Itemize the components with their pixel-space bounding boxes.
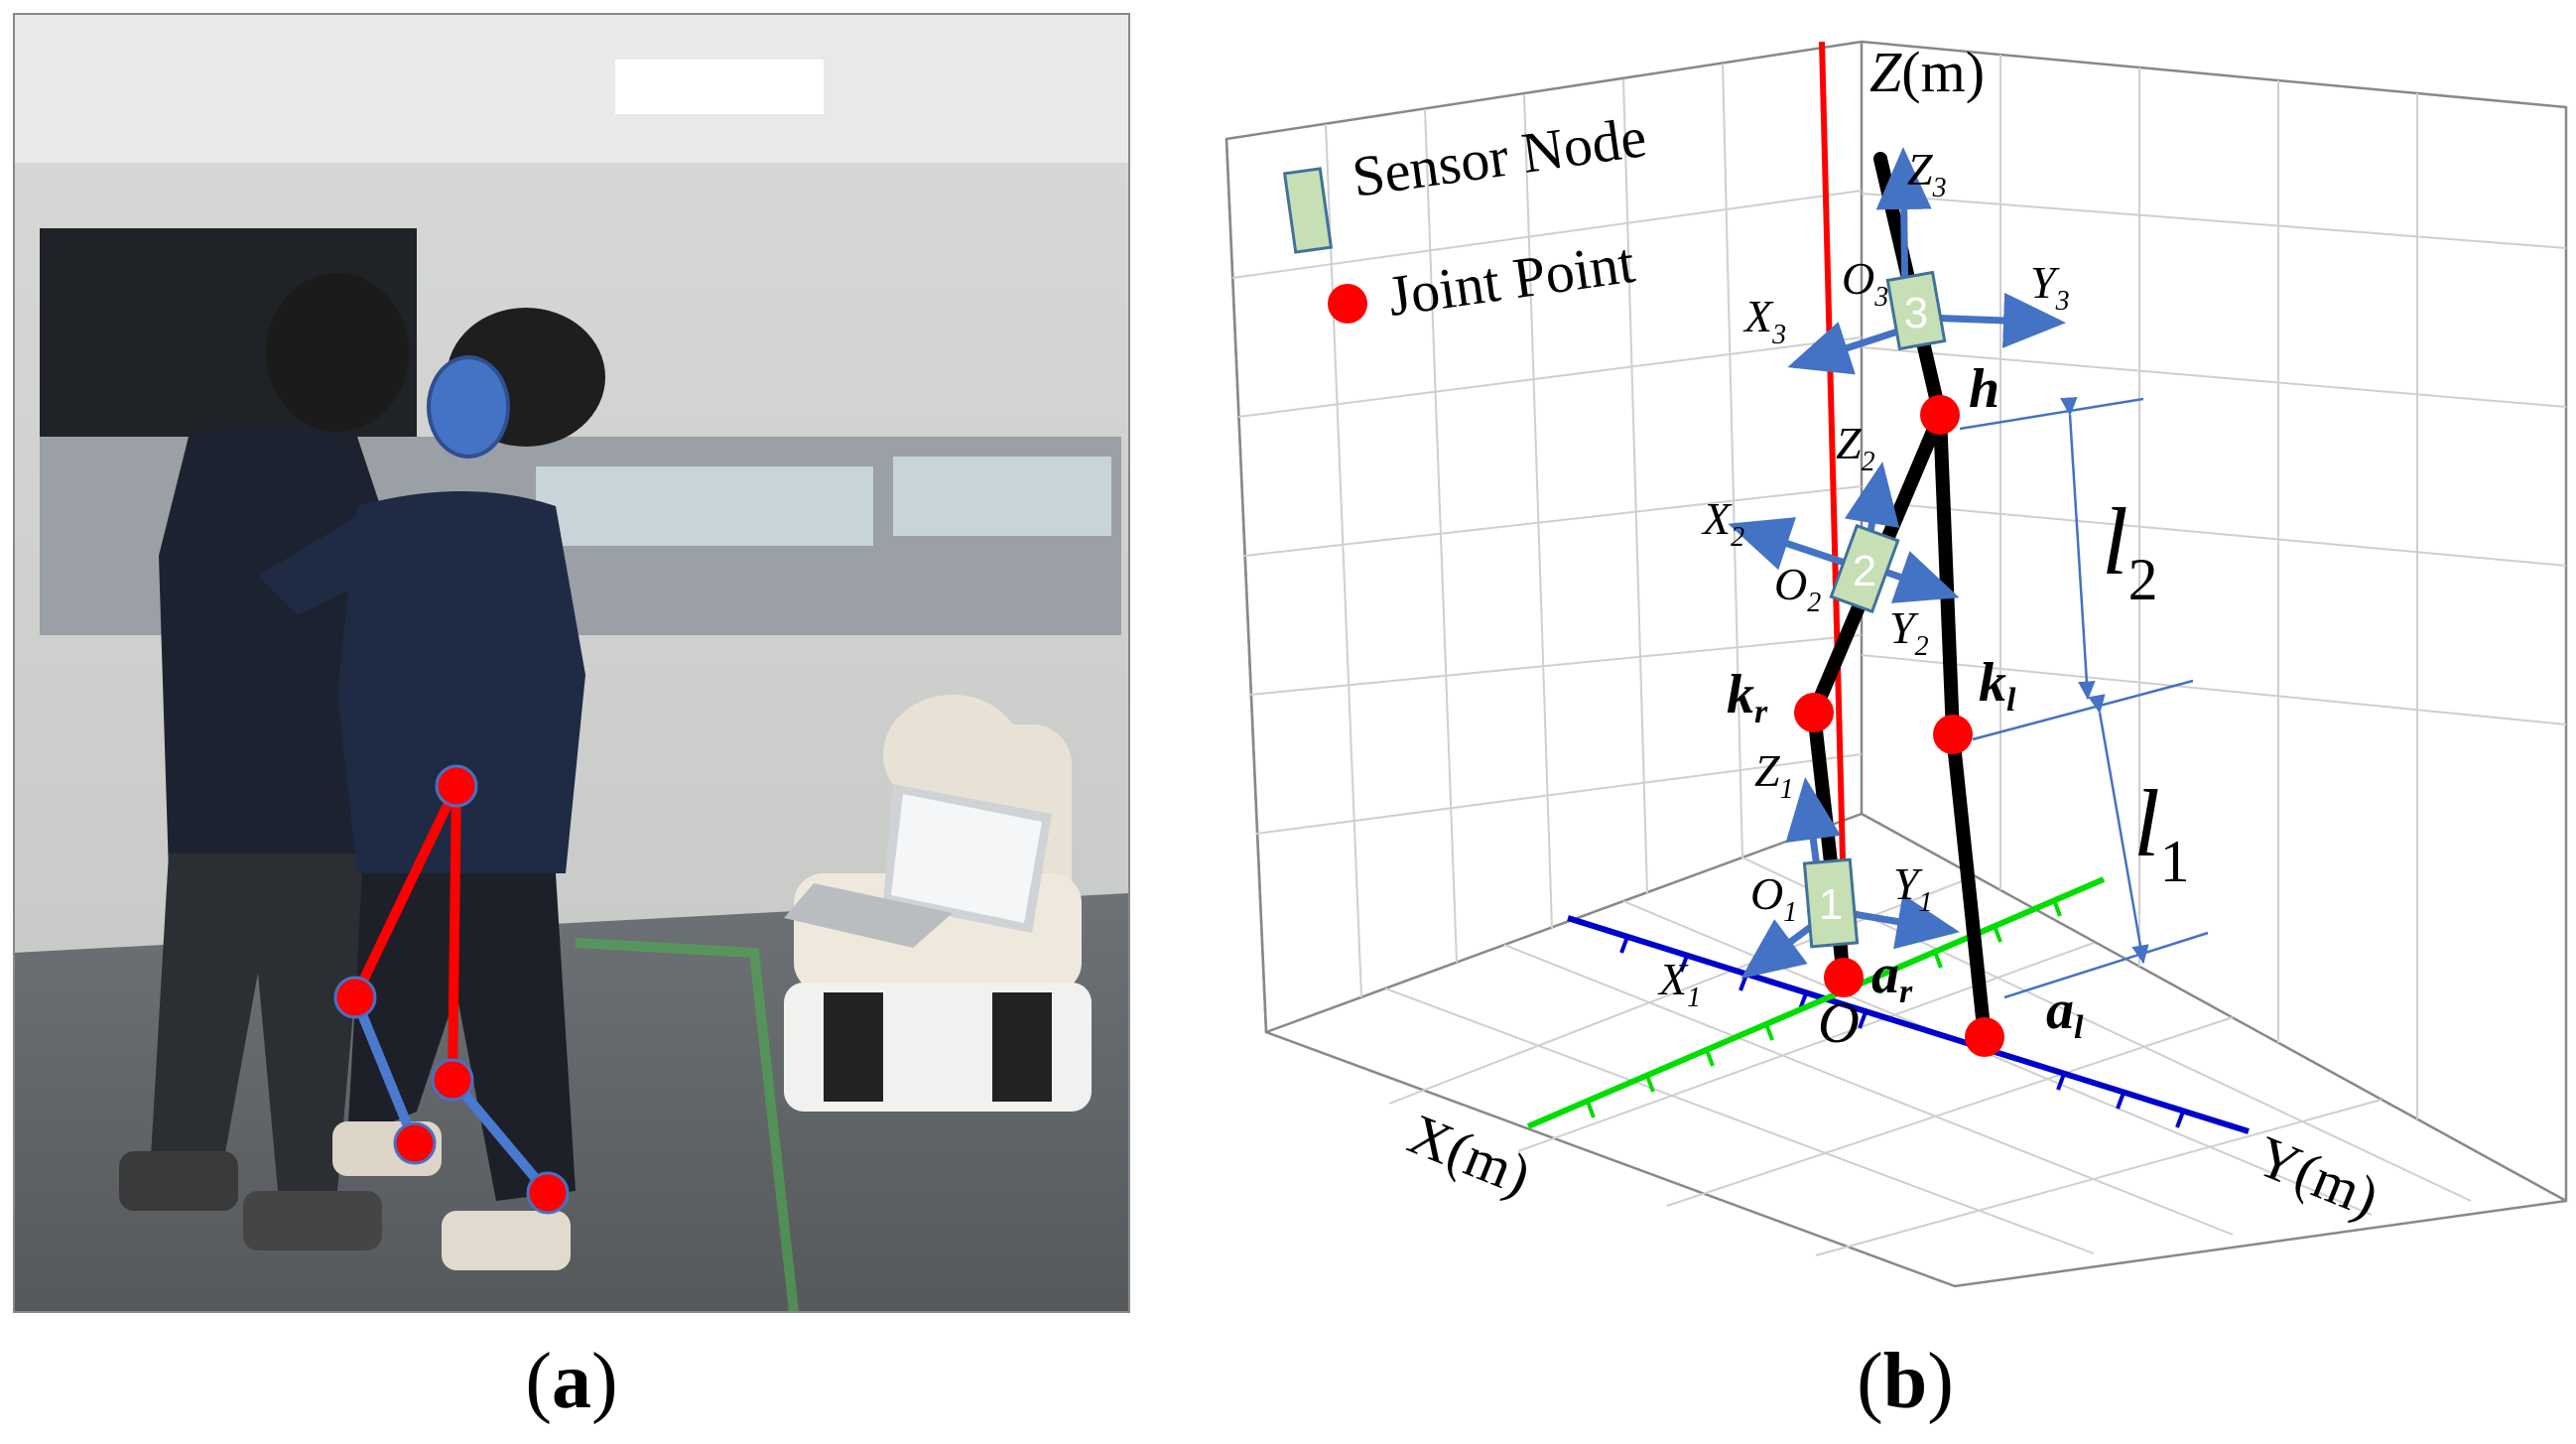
origin-label: O bbox=[1818, 990, 1860, 1055]
x-axis-label: X(m) bbox=[1400, 1102, 1540, 1208]
ankle-right-label: ar bbox=[1871, 944, 1913, 1010]
ankle-left-joint bbox=[1965, 1017, 2004, 1057]
legend-joint-swatch bbox=[1328, 284, 1367, 324]
knee-left-joint bbox=[1933, 715, 1973, 754]
node3-y-arrow bbox=[1924, 292, 2066, 348]
node2-box bbox=[1829, 523, 1900, 614]
node3-x-arrow bbox=[1787, 322, 1912, 375]
knee-right-joint bbox=[1794, 693, 1834, 732]
legend-joint-label: Joint Point bbox=[1384, 230, 1638, 328]
node2-x-arrow bbox=[1728, 517, 1856, 571]
z-axis-label: Z(m) bbox=[1869, 40, 1985, 104]
grid-left-wall bbox=[1231, 63, 1863, 998]
legend: Sensor Node Joint Point bbox=[1282, 104, 1650, 328]
hip-joint bbox=[1920, 395, 1960, 435]
ankle-right-joint bbox=[1824, 958, 1864, 997]
ceiling bbox=[14, 14, 1129, 163]
knee-left-label: kl bbox=[1979, 652, 2016, 719]
ceiling-light bbox=[615, 60, 824, 114]
diagram-panel-b: Z(m) X(m) Y(m) O Sensor Node Joint Point… bbox=[1224, 40, 2568, 1288]
face-blur-oval bbox=[427, 355, 510, 459]
shank-left-line bbox=[449, 1076, 552, 1197]
node3-number: 3 bbox=[1904, 289, 1928, 337]
node3-x-label: X3 bbox=[1742, 291, 1786, 350]
node1-origin-label: O1 bbox=[1750, 868, 1797, 928]
left-shank-segment bbox=[1946, 727, 1992, 1044]
thigh-left-line bbox=[448, 785, 461, 1081]
node2-x-label: X2 bbox=[1701, 493, 1744, 553]
hip-joint-point bbox=[435, 764, 478, 808]
dimension-lines bbox=[1959, 396, 2209, 999]
knee-right-joint-point bbox=[333, 976, 377, 1019]
shank-right-line bbox=[350, 995, 420, 1145]
caption-b: (b) bbox=[1857, 1338, 1954, 1425]
l2-label: l2 bbox=[2102, 488, 2158, 612]
node3-origin-label: O3 bbox=[1842, 253, 1888, 313]
node1-number: 1 bbox=[1819, 880, 1843, 929]
node2-z-label: Z2 bbox=[1836, 418, 1875, 477]
node1-z-label: Z1 bbox=[1754, 745, 1794, 805]
l2-dimension bbox=[2060, 396, 2096, 701]
l1-label: l1 bbox=[2133, 770, 2190, 894]
node1-y-label: Y1 bbox=[1893, 858, 1933, 918]
box-outline bbox=[1224, 40, 2568, 1288]
caption-a: (a) bbox=[525, 1338, 617, 1425]
node1-x-label: X1 bbox=[1657, 954, 1701, 1013]
joints: h kr kl ar al bbox=[1727, 358, 2084, 1057]
sensor-node-1: 1 Z1 Y1 X1 O1 bbox=[1657, 745, 1960, 1013]
node2-y-label: Y2 bbox=[1889, 602, 1929, 662]
ankle-left-label: al bbox=[2046, 980, 2084, 1046]
x-axis bbox=[1526, 876, 2106, 1129]
partition-glass-2 bbox=[893, 457, 1111, 536]
hip-label: h bbox=[1969, 358, 1999, 420]
node2-origin-label: O2 bbox=[1774, 559, 1821, 618]
node1-box bbox=[1802, 857, 1860, 949]
floor-tape bbox=[575, 938, 799, 1313]
sensor-node-2: 2 Z2 Y2 X2 O2 bbox=[1701, 418, 1960, 662]
node1-x-arrow bbox=[1740, 919, 1819, 980]
sensor-node-3: 3 Z3 Y3 X3 O3 bbox=[1742, 144, 2070, 375]
l1-dimension bbox=[2088, 694, 2149, 965]
photo-border bbox=[13, 13, 1130, 1313]
node3-box bbox=[1885, 270, 1947, 351]
node3-z-label: Z3 bbox=[1907, 144, 1947, 203]
skeleton-overlay bbox=[333, 764, 570, 1215]
left-thigh-segment bbox=[1933, 408, 1960, 741]
photo-panel-a bbox=[13, 13, 1130, 1313]
z-axis bbox=[1819, 41, 1849, 979]
robot-base bbox=[784, 695, 1092, 1112]
legend-sensor-swatch bbox=[1282, 167, 1334, 254]
partition-glass bbox=[536, 466, 873, 546]
y-axis-label: Y(m) bbox=[2248, 1123, 2387, 1230]
legend-sensor-label: Sensor Node bbox=[1349, 104, 1650, 209]
knee-right-label: kr bbox=[1727, 664, 1768, 730]
knee-left-joint-point bbox=[431, 1058, 474, 1102]
node3-y-label: Y3 bbox=[2030, 257, 2070, 317]
grid-right-wall bbox=[1861, 55, 2567, 1119]
thigh-right-line bbox=[350, 783, 461, 1000]
ankle-right-joint-point bbox=[393, 1121, 437, 1165]
y-axis bbox=[1567, 915, 2250, 1134]
node2-number: 2 bbox=[1853, 547, 1876, 595]
ankle-left-joint-point bbox=[526, 1171, 570, 1215]
